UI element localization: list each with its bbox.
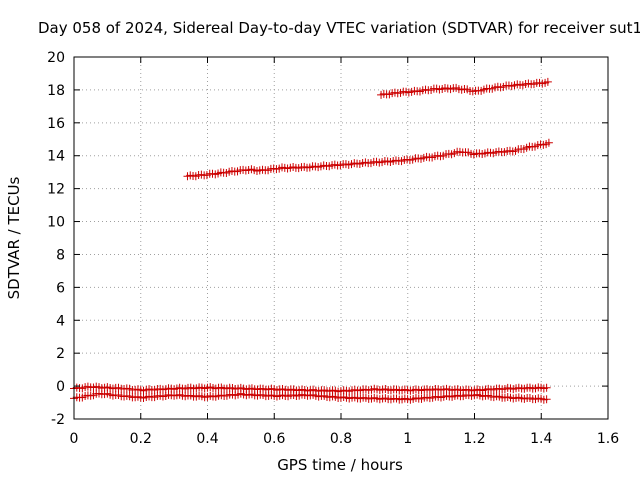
y-tick-label: 0 [56, 379, 65, 395]
y-axis-label: SDTVAR / TECUs [5, 176, 23, 299]
x-axis-label: GPS time / hours [277, 456, 403, 474]
y-tick-label: 18 [47, 83, 65, 99]
data-point [542, 383, 551, 392]
x-tick-label: 0.8 [330, 431, 352, 447]
x-tick-label: 1.6 [597, 431, 619, 447]
data-point [544, 138, 553, 147]
y-tick-label: 16 [47, 116, 65, 132]
y-tick-label: -2 [51, 412, 65, 428]
chart-title: Day 058 of 2024, Sidereal Day-to-day VTE… [38, 19, 640, 37]
x-tick-label: 1.2 [463, 431, 485, 447]
y-tick-label: 10 [47, 215, 65, 231]
x-tick-label: 0 [70, 431, 79, 447]
data-point [542, 395, 551, 404]
x-tick-label: 0.6 [263, 431, 285, 447]
grid-layer [74, 57, 608, 419]
series-trace-upper [377, 77, 552, 99]
y-tick-label: 14 [47, 149, 65, 165]
y-tick-label: 20 [47, 50, 65, 66]
data-layer [70, 77, 553, 404]
x-tick-label: 0.4 [196, 431, 218, 447]
y-tick-label: 6 [56, 280, 65, 296]
y-tick-label: 4 [56, 313, 65, 329]
series-trace-middle [183, 138, 553, 181]
x-tick-label: 0.2 [130, 431, 152, 447]
y-tick-label: 2 [56, 346, 65, 362]
series-trace-near-zero-b [70, 389, 551, 404]
x-tick-label: 1 [403, 431, 412, 447]
data-point [543, 77, 552, 86]
axis-layer: -2 0 2 4 6 8 10 12 14 16 18 20 0 0.2 0.4 0.6 0.8 1 1.2 1.4 1… [47, 50, 619, 447]
y-tick-label: 8 [56, 247, 65, 263]
y-tick-label: 12 [47, 182, 65, 198]
series-trace-near-zero-a [70, 382, 551, 396]
x-tick-label: 1.4 [530, 431, 552, 447]
